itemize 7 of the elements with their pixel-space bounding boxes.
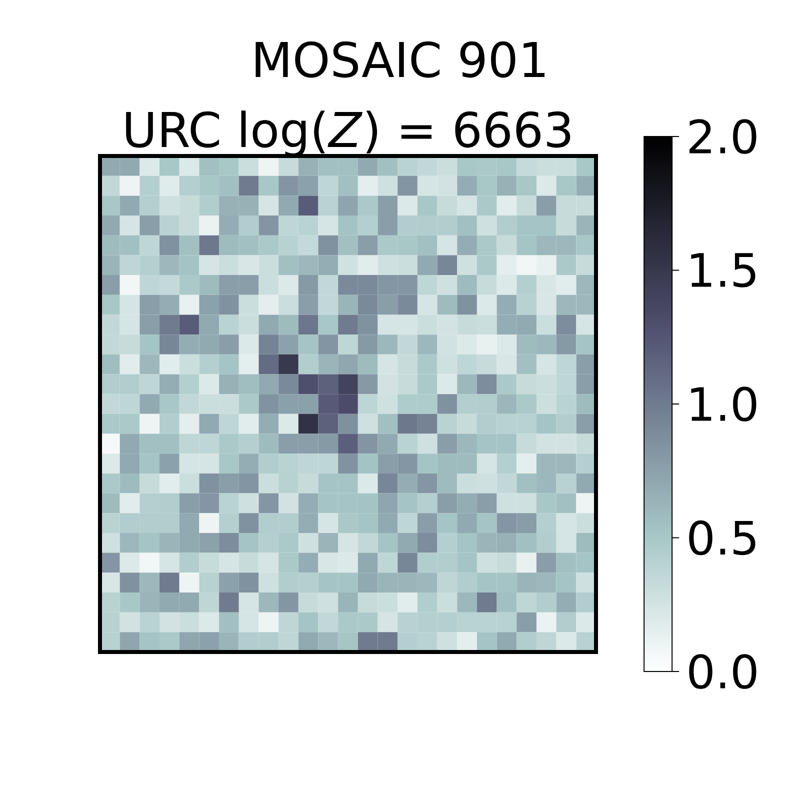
chart-subtitle: URC log(Z) = 6663 xyxy=(126,110,570,157)
color-bar-label: 1.0 xyxy=(691,386,756,422)
color-bar-label: 0.0 xyxy=(689,654,756,689)
color-bar-label: 0.5 xyxy=(689,520,756,556)
color-bar-label: 1.5 xyxy=(691,253,756,288)
chart-title: MOSAIC 901 xyxy=(256,41,544,78)
color-bar-label: 2.0 xyxy=(689,119,756,154)
